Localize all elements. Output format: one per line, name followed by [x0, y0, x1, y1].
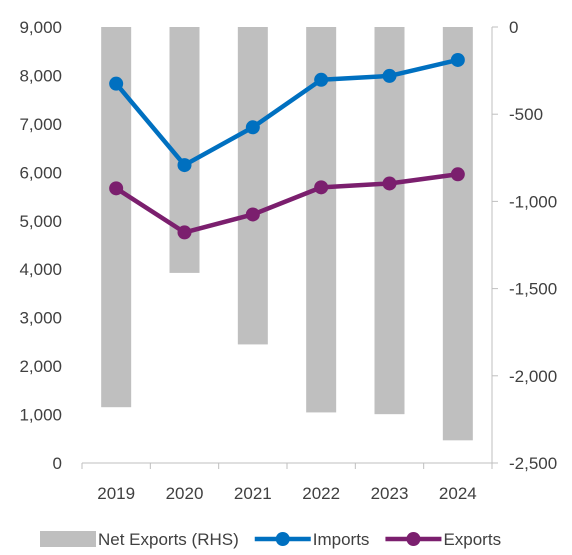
imports-point	[245, 120, 260, 135]
left-y-tick-label: 7,000	[19, 115, 62, 134]
right-y-tick-label: -2,000	[509, 367, 557, 386]
right-y-tick-label: -2,500	[509, 454, 557, 473]
left-y-tick-label: 1,000	[19, 406, 62, 425]
exports-point	[109, 181, 124, 196]
right-y-tick-label: 0	[509, 18, 518, 37]
x-tick-label: 2021	[234, 484, 272, 503]
exports-line	[113, 172, 461, 235]
x-tick-label: 2022	[302, 484, 340, 503]
exports-legend-swatch-marker	[406, 532, 421, 546]
imports-point	[382, 68, 397, 83]
exports-point	[382, 176, 397, 191]
net-exports-bar	[442, 27, 473, 441]
left-y-tick-label: 6,000	[19, 163, 62, 182]
left-y-tick-label: 9,000	[19, 18, 62, 37]
net-exports-bar	[306, 27, 337, 413]
imports-point	[109, 76, 124, 91]
exports-legend-label: Exports	[443, 530, 501, 549]
net-exports-rhs-legend-label: Net Exports (RHS)	[98, 530, 239, 549]
imports-point	[314, 72, 329, 87]
x-tick-label: 2023	[371, 484, 409, 503]
left-y-tick-label: 2,000	[19, 357, 62, 376]
left-y-tick-label: 0	[53, 454, 62, 473]
exports-point	[450, 167, 465, 182]
imports-point	[450, 52, 465, 67]
axes-group: 2019 2020 2021 2022 2023 2024 0 1,000 2,000 3,000…	[19, 18, 557, 503]
net-exports-bar	[374, 27, 405, 415]
right-y-tick-label: -1,500	[509, 280, 557, 299]
bar-series-group	[101, 27, 473, 441]
net-exports-rhs-legend-swatch	[40, 531, 96, 547]
left-y-tick-label: 4,000	[19, 260, 62, 279]
exports-point	[177, 225, 192, 240]
imports-point	[177, 158, 192, 173]
imports-legend-swatch-marker	[275, 532, 290, 546]
x-tick-label: 2024	[439, 484, 477, 503]
net-exports-bar	[237, 27, 268, 345]
right-y-tick-label: -500	[509, 105, 543, 124]
imports-legend-label: Imports	[313, 530, 370, 549]
x-tick-label: 2020	[166, 484, 204, 503]
left-y-tick-label: 5,000	[19, 212, 62, 231]
imports-line	[113, 57, 461, 168]
left-y-tick-label: 8,000	[19, 66, 62, 85]
line-series-group	[109, 52, 465, 240]
exports-point	[245, 207, 260, 222]
right-y-tick-label: -1,000	[509, 192, 557, 211]
left-y-tick-label: 3,000	[19, 309, 62, 328]
x-tick-label: 2019	[97, 484, 135, 503]
exports-point	[314, 180, 329, 195]
legend: Net Exports (RHS) Imports Exports	[40, 530, 501, 549]
